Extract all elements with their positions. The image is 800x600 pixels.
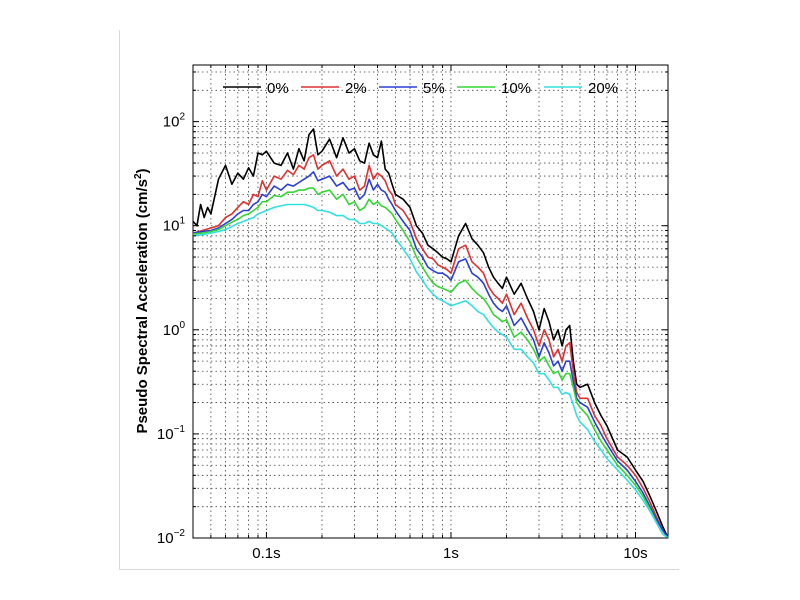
legend: 0% 2% 5% 10% 20% [223, 80, 618, 97]
x-tick-label: 10s [623, 545, 647, 562]
frame-bottom-rule [119, 569, 679, 570]
y-tick-label-exponent: 2 [179, 112, 185, 123]
legend-label: 20% [588, 80, 618, 97]
y-tick-label-exponent: 0 [179, 320, 185, 331]
y-tick-label: 102 [163, 112, 186, 131]
y-tick-label: 101 [163, 216, 186, 235]
legend-label: 10% [501, 80, 531, 97]
x-tick-label: 1s [443, 545, 459, 562]
series-line-0pct [192, 128, 669, 539]
legend-label: 5% [423, 80, 445, 97]
series-line-2pct [192, 154, 669, 539]
series-line-10pct [192, 187, 669, 539]
series-lines [192, 128, 669, 539]
y-axis-title-sup: 2 [133, 173, 144, 179]
x-tick-label: 0.1s [252, 545, 280, 562]
y-tick-label-base: 10 [157, 530, 174, 547]
y-tick-label-base: 10 [163, 218, 180, 235]
y-tick-label: 10−2 [157, 528, 186, 547]
y-axis-title-text: Pseudo Spectral Acceleration (cm/s [134, 179, 151, 434]
y-tick-label-base: 10 [163, 322, 180, 339]
y-tick-label-base: 10 [163, 114, 180, 131]
y-axis-title: Pseudo Spectral Acceleration (cm/s2) [133, 168, 151, 433]
y-tick-label-exponent: 1 [179, 216, 185, 227]
legend-label: 2% [345, 80, 367, 97]
plot-frame [192, 64, 669, 539]
y-axis-title-close: ) [134, 168, 151, 173]
y-tick-label-base: 10 [157, 426, 174, 443]
grid-lines [192, 65, 668, 539]
series-line-5pct [192, 171, 669, 539]
frame-left-rule [119, 30, 120, 570]
series-line-20pct [192, 203, 669, 539]
y-tick-label: 100 [163, 320, 186, 339]
y-tick-label: 10−1 [157, 424, 186, 443]
y-tick-label-exponent: −2 [174, 528, 186, 539]
legend-label: 0% [267, 80, 289, 97]
y-tick-label-exponent: −1 [174, 424, 186, 435]
